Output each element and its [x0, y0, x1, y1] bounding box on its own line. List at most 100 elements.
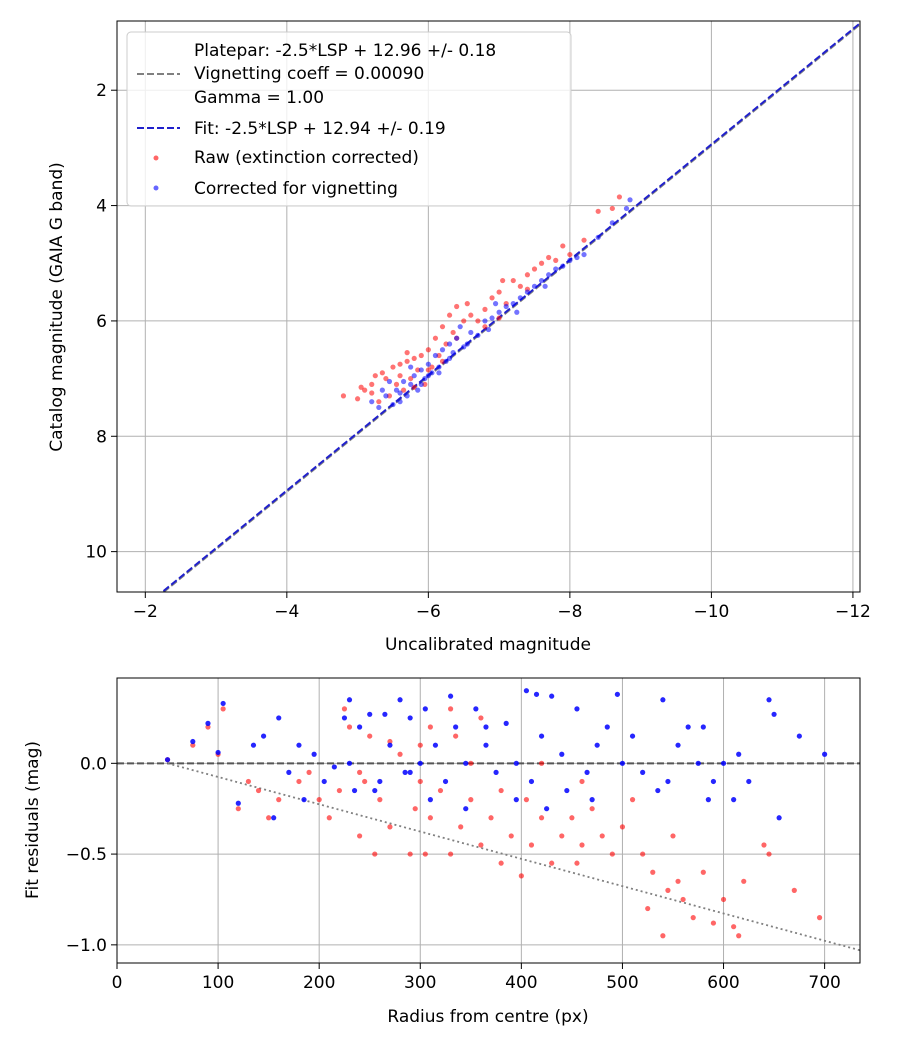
residuals-point — [311, 751, 317, 757]
residuals-point — [453, 733, 459, 739]
residuals-point — [513, 797, 519, 803]
calibration-point — [362, 387, 368, 393]
calibration-x-tick-label: −6 — [416, 602, 441, 622]
calibration-points — [340, 194, 633, 411]
calibration-point — [524, 272, 531, 278]
residuals-point — [538, 733, 545, 739]
residuals-x-tick-label: 300 — [404, 973, 436, 993]
calibration-point — [485, 326, 492, 333]
calibration-point — [560, 263, 566, 269]
calibration-point — [581, 251, 587, 258]
residuals-x-tick-label: 100 — [202, 973, 234, 993]
residuals-point — [296, 778, 302, 785]
residuals-point — [614, 691, 620, 697]
residuals-point — [190, 738, 196, 745]
residuals-point — [599, 833, 605, 839]
residuals-point — [700, 724, 706, 730]
residuals-point — [407, 851, 413, 857]
calibration-point — [531, 266, 538, 272]
residuals-point — [205, 724, 211, 730]
legend-raw-label: Raw (extinction corrected) — [194, 148, 419, 168]
residuals-point — [665, 887, 671, 893]
calibration-point — [404, 358, 410, 364]
calibration-point — [404, 350, 410, 356]
residuals-point — [447, 693, 454, 699]
calibration-point — [538, 260, 545, 266]
residuals-point — [564, 787, 570, 794]
calibration-point — [418, 352, 424, 359]
legend-box — [126, 31, 572, 207]
residuals-point — [675, 742, 681, 748]
calibration-point — [429, 364, 435, 370]
residuals-point — [367, 733, 373, 739]
calibration-point — [553, 266, 559, 272]
calibration-point — [510, 277, 516, 284]
residuals-point — [336, 787, 342, 794]
residuals-point — [736, 751, 742, 757]
residuals-point — [427, 797, 433, 803]
residuals-point — [645, 905, 651, 912]
residuals-point — [377, 778, 383, 785]
calibration-y-tick-label: 10 — [85, 543, 107, 563]
residuals-series-corrected — [164, 688, 828, 821]
residuals-point — [508, 833, 514, 839]
residuals-point — [351, 787, 358, 794]
residuals-y-tick-label: −1.0 — [66, 936, 107, 956]
calibration-point — [386, 378, 393, 385]
calibration-point — [397, 373, 403, 379]
residuals-point — [523, 688, 530, 694]
residuals-point — [655, 787, 661, 794]
residuals-point — [468, 797, 474, 803]
calibration-point — [574, 254, 580, 261]
residuals-point — [478, 842, 484, 848]
residuals-point — [326, 815, 332, 821]
residuals-point — [397, 751, 403, 757]
calibration-point — [524, 289, 531, 295]
calibration-point — [475, 332, 481, 338]
legend-platepar-line-2: Vignetting coeff = 0.00090 — [194, 64, 424, 84]
calibration-series-corrected — [369, 197, 633, 411]
residuals-point — [235, 806, 241, 812]
residuals-point — [720, 760, 727, 766]
residuals-point — [650, 869, 656, 875]
residuals-point — [710, 778, 717, 785]
residuals-point — [447, 851, 454, 857]
residuals-point — [407, 715, 413, 721]
residuals-axes-frame — [116, 677, 861, 964]
residuals-point — [538, 815, 545, 821]
calibration-point — [496, 315, 502, 321]
residuals-point — [367, 711, 373, 717]
calibration-point — [340, 393, 347, 399]
residuals-point — [417, 760, 423, 766]
residuals-point — [377, 797, 383, 803]
residuals-point — [357, 724, 363, 730]
residuals-point — [619, 760, 626, 766]
calibration-point — [595, 234, 601, 240]
calibration-point — [542, 283, 548, 289]
residuals-point — [538, 760, 545, 766]
residuals-x-ticks: 0 100 200 300 400 500 600 700 — [112, 963, 841, 993]
calibration-point — [393, 387, 400, 393]
residuals-point — [220, 706, 226, 712]
residuals-point — [690, 915, 696, 921]
residuals-point — [422, 706, 428, 712]
legend: Platepar: -2.5*LSP + 12.96 +/- 0.18 Vign… — [126, 31, 572, 207]
residuals-y-axis-label: Fit residuals (mag) — [23, 741, 43, 899]
residuals-point — [447, 706, 454, 712]
residuals-point — [468, 760, 474, 766]
calibration-point — [446, 355, 453, 362]
residuals-y-tick-label: −0.5 — [66, 845, 107, 865]
calibration-point — [514, 309, 520, 315]
calibration-point — [538, 277, 545, 284]
calibration-point — [369, 390, 375, 396]
calibration-point — [567, 257, 573, 263]
calibration-x-tick-label: −4 — [274, 602, 299, 622]
residuals-reference-lines — [117, 762, 860, 952]
residuals-point — [220, 700, 226, 707]
calibration-point — [609, 220, 615, 226]
residuals-point — [346, 724, 353, 730]
calibration-point — [496, 309, 502, 315]
calibration-point — [531, 283, 538, 289]
calibration-point — [425, 361, 431, 367]
residuals-point — [190, 742, 196, 748]
